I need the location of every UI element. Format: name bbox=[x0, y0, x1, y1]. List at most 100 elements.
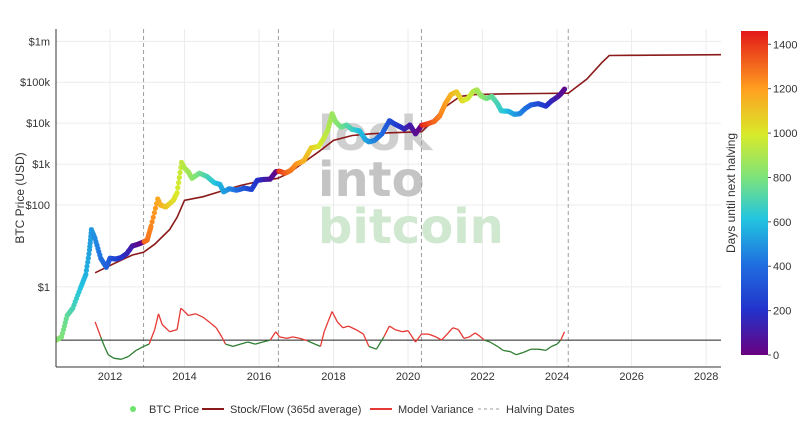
legend-label-btc-price: BTC Price bbox=[149, 404, 199, 416]
legend-marker-btc-price bbox=[130, 406, 136, 412]
x-tick-label: 2026 bbox=[619, 371, 643, 383]
model-variance-segment bbox=[154, 313, 160, 330]
model-variance-segment bbox=[269, 331, 277, 341]
btc-price-point bbox=[149, 219, 155, 225]
x-tick-label: 2012 bbox=[98, 371, 122, 383]
model-variance-segment bbox=[157, 313, 163, 325]
model-variance-segment bbox=[184, 311, 189, 316]
model-variance-segment bbox=[307, 340, 316, 345]
model-variance-segment bbox=[389, 325, 396, 331]
model-variance-segment bbox=[336, 321, 344, 329]
model-variance-segment bbox=[240, 341, 249, 345]
model-variance-segment bbox=[510, 351, 517, 356]
legend-label-halving-dates: Halving Dates bbox=[506, 404, 575, 416]
model-variance-segment bbox=[225, 343, 234, 348]
btc-price-point bbox=[83, 271, 89, 278]
btc-price-point bbox=[151, 210, 157, 216]
model-variance-segment bbox=[262, 339, 271, 343]
data-layer bbox=[56, 53, 721, 360]
btc-price-point bbox=[174, 190, 180, 196]
model-variance-segment bbox=[169, 328, 178, 333]
model-variance-segment bbox=[452, 327, 459, 331]
colorbar-tick-label: 400 bbox=[773, 261, 791, 273]
stock-flow-line bbox=[94, 53, 721, 274]
watermark-bitcoin: bitcoin bbox=[318, 199, 504, 255]
btc-price-point bbox=[176, 180, 182, 186]
axes: $1 $100 $1k $10k $100k $1m 2012 2014 2016 2018 202… bbox=[20, 29, 721, 383]
model-variance-segment bbox=[180, 307, 185, 312]
x-tick-label: 2014 bbox=[172, 371, 196, 383]
x-tick-label: 2018 bbox=[321, 371, 345, 383]
model-variance-segment bbox=[323, 321, 329, 332]
model-variance-segment bbox=[176, 308, 182, 330]
model-variance-segment bbox=[195, 313, 204, 318]
model-variance-segment bbox=[275, 331, 281, 338]
model-variance-segment bbox=[474, 332, 480, 336]
model-variance-segment bbox=[202, 316, 212, 324]
legend-label-stock-flow: Stock/Flow (365d average) bbox=[230, 404, 361, 416]
btc-price-point bbox=[83, 267, 89, 273]
model-variance-segment bbox=[545, 345, 552, 351]
model-variance-segment bbox=[435, 336, 442, 341]
btc-price-point bbox=[85, 259, 91, 265]
btc-price-point bbox=[152, 205, 159, 211]
model-variance-segment bbox=[292, 336, 301, 340]
x-tick-label: 2024 bbox=[545, 371, 569, 383]
btc-price-point bbox=[175, 185, 181, 191]
model-variance-segment bbox=[188, 313, 196, 317]
model-variance-segment bbox=[348, 325, 357, 331]
gridlines bbox=[56, 29, 721, 367]
btc-price-point bbox=[176, 174, 182, 181]
x-tick-label: 2022 bbox=[470, 371, 494, 383]
model-variance-segment bbox=[469, 332, 476, 338]
model-variance-segment bbox=[279, 336, 288, 340]
model-variance-segment bbox=[489, 341, 498, 347]
y-tick-label: $1m bbox=[29, 36, 50, 48]
x-tick-label: 2016 bbox=[247, 371, 271, 383]
x-tick-label: 2028 bbox=[694, 371, 718, 383]
model-variance-segment bbox=[551, 343, 558, 348]
model-variance-segment bbox=[497, 345, 504, 351]
model-variance-segment bbox=[161, 324, 171, 333]
colorbar-tick-label: 1400 bbox=[773, 39, 797, 51]
y-axis-title: BTC Price (USD) bbox=[13, 152, 27, 243]
model-variance-segment bbox=[478, 334, 485, 341]
model-variance-segment bbox=[94, 321, 102, 338]
model-variance-segment bbox=[446, 327, 454, 335]
model-variance-segment bbox=[135, 345, 144, 351]
btc-price-point bbox=[84, 263, 90, 269]
model-variance-segment bbox=[556, 339, 562, 345]
y-tick-label: $100k bbox=[20, 77, 50, 89]
model-variance-segment bbox=[457, 329, 465, 339]
model-variance-segment bbox=[128, 349, 137, 357]
model-variance-segment bbox=[441, 333, 448, 341]
btc-price-point bbox=[150, 214, 156, 220]
model-variance-segment bbox=[148, 329, 156, 345]
model-variance-segment bbox=[286, 336, 293, 340]
colorbar-gradient bbox=[741, 31, 768, 355]
model-variance-segment bbox=[368, 345, 377, 350]
model-variance-segment bbox=[355, 329, 364, 335]
btc-price-point bbox=[85, 255, 91, 261]
model-variance-segment bbox=[331, 311, 338, 323]
y-tick-label: $1k bbox=[32, 159, 50, 171]
model-variance-segment bbox=[247, 341, 256, 345]
btc-price-point bbox=[561, 86, 568, 92]
model-variance-segment bbox=[407, 330, 417, 343]
colorbar-tick-label: 1000 bbox=[773, 128, 797, 140]
colorbar-tick-label: 0 bbox=[773, 350, 779, 362]
btc-price-point bbox=[86, 251, 92, 257]
colorbar: Days until next halving 0 200 400 600 800 100… bbox=[724, 31, 797, 362]
y-tick-label: $10k bbox=[26, 118, 50, 130]
model-variance-segment bbox=[221, 336, 227, 345]
y-tick-label: $100 bbox=[26, 200, 50, 212]
legend: BTC Price Stock/Flow (365d average) Mode… bbox=[130, 404, 575, 416]
model-variance-segment bbox=[113, 357, 122, 360]
model-variance-segment bbox=[232, 343, 241, 348]
colorbar-tick-label: 800 bbox=[773, 172, 791, 184]
model-variance-segment bbox=[143, 343, 150, 348]
model-variance-segment bbox=[383, 325, 390, 338]
colorbar-tick-label: 200 bbox=[773, 306, 791, 318]
